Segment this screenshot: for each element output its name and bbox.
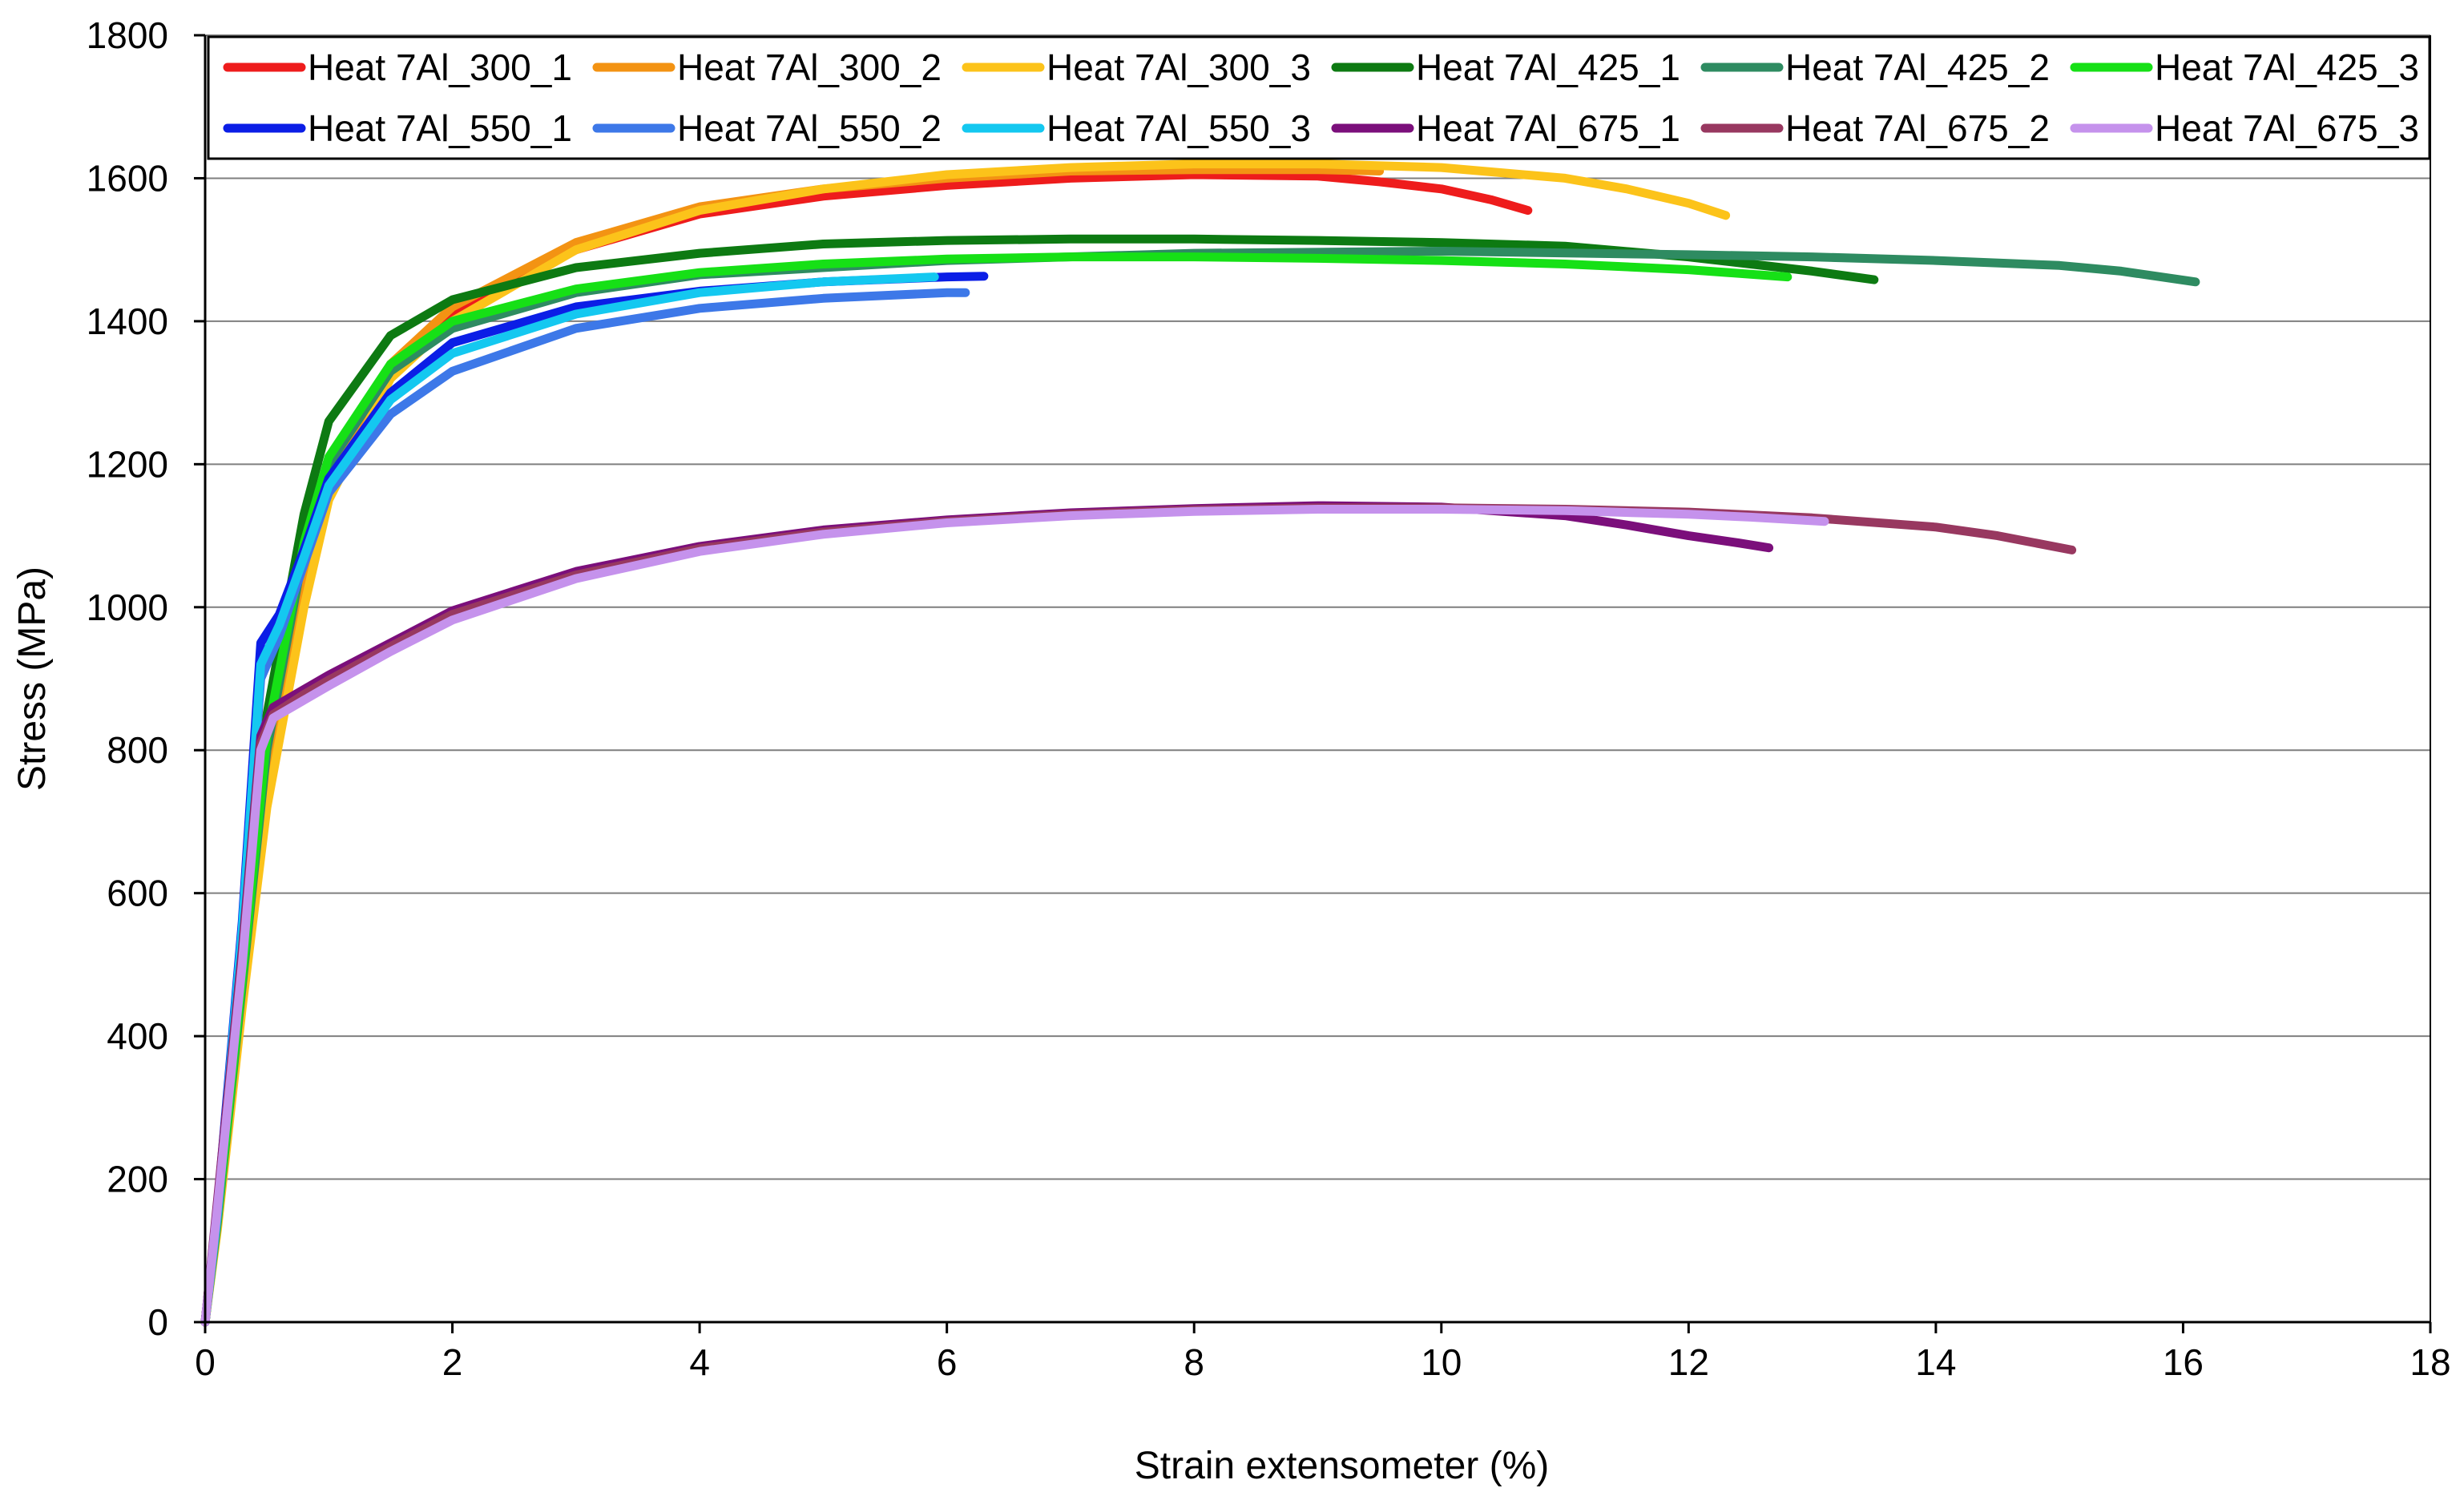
x-tick-label: 4 — [689, 1341, 710, 1383]
series-line-heat-7al-300-3 — [200, 159, 1731, 1327]
x-tick-label: 10 — [1421, 1341, 1462, 1383]
legend-item: Heat 7Al_550_3 — [962, 107, 1311, 149]
series-line-heat-7al-425-3 — [200, 252, 1793, 1327]
y-axis-label: Stress (MPa) — [11, 567, 54, 791]
x-tick-label: 12 — [1668, 1341, 1709, 1383]
y-tick-label: 0 — [147, 1301, 168, 1343]
legend-label: Heat 7Al_675_3 — [2155, 107, 2419, 149]
y-tick-label: 200 — [107, 1159, 168, 1200]
series-lines — [200, 159, 2200, 1327]
legend-item: Heat 7Al_300_2 — [592, 46, 942, 88]
legend-label: Heat 7Al_425_3 — [2155, 46, 2419, 88]
legend-label: Heat 7Al_675_2 — [1785, 107, 2050, 149]
x-tick-label: 2 — [442, 1341, 463, 1383]
legend-item: Heat 7Al_425_1 — [1331, 46, 1680, 88]
series-line-heat-7al-425-2 — [200, 247, 2200, 1327]
y-tick-label: 1200 — [87, 443, 168, 485]
legend-item: Heat 7Al_675_3 — [2070, 107, 2419, 149]
y-tick-label: 1600 — [87, 157, 168, 199]
legend-item: Heat 7Al_425_3 — [2070, 46, 2419, 88]
series-line-heat-7al-675-2 — [200, 503, 2077, 1327]
legend: Heat 7Al_300_1 Heat 7Al_300_2 Heat 7Al_300… — [207, 35, 2431, 160]
legend-label: Heat 7Al_300_3 — [1046, 46, 1311, 88]
y-tick-label: 800 — [107, 729, 168, 771]
legend-item: Heat 7Al_425_2 — [1700, 46, 2050, 88]
series-line-heat-7al-675-3 — [200, 505, 1829, 1327]
axes: 0 200 400 600 800 1000 1200 1400 1600 1800 0 2 4 6 8 10… — [87, 14, 2451, 1383]
series-line-heat-7al-550-3 — [200, 272, 939, 1327]
legend-label: Heat 7Al_425_1 — [1416, 46, 1680, 88]
legend-item: Heat 7Al_300_3 — [962, 46, 1311, 88]
legend-box — [207, 35, 2431, 160]
legend-label: Heat 7Al_300_1 — [308, 46, 572, 88]
legend-item: Heat 7Al_675_2 — [1700, 107, 2050, 149]
legend-label: Heat 7Al_425_2 — [1785, 46, 2050, 88]
legend-item: Heat 7Al_550_2 — [592, 107, 942, 149]
series-line-heat-7al-425-1 — [200, 234, 1879, 1327]
y-tick-label: 400 — [107, 1015, 168, 1057]
legend-item: Heat 7Al_550_1 — [223, 107, 572, 149]
x-axis-label: Strain extensometer (%) — [1135, 1445, 1550, 1487]
legend-label: Heat 7Al_675_1 — [1416, 107, 1680, 149]
legend-label: Heat 7Al_550_1 — [308, 107, 572, 149]
legend-item: Heat 7Al_675_1 — [1331, 107, 1680, 149]
legend-label: Heat 7Al_550_3 — [1046, 107, 1311, 149]
grid-lines — [205, 34, 2430, 1180]
legend-item: Heat 7Al_300_1 — [223, 46, 572, 88]
y-tick-label: 1800 — [87, 14, 168, 56]
x-tick-label: 18 — [2410, 1341, 2450, 1383]
y-tick-label: 1000 — [87, 587, 168, 628]
legend-label: Heat 7Al_550_2 — [677, 107, 942, 149]
y-tick-label: 1400 — [87, 300, 168, 342]
x-tick-label: 6 — [937, 1341, 958, 1383]
x-tick-label: 14 — [1915, 1341, 1956, 1383]
x-tick-label: 8 — [1184, 1341, 1204, 1383]
x-tick-label: 16 — [2163, 1341, 2204, 1383]
legend-label: Heat 7Al_300_2 — [677, 46, 942, 88]
x-tick-label: 0 — [195, 1341, 216, 1383]
y-tick-label: 600 — [107, 873, 168, 914]
